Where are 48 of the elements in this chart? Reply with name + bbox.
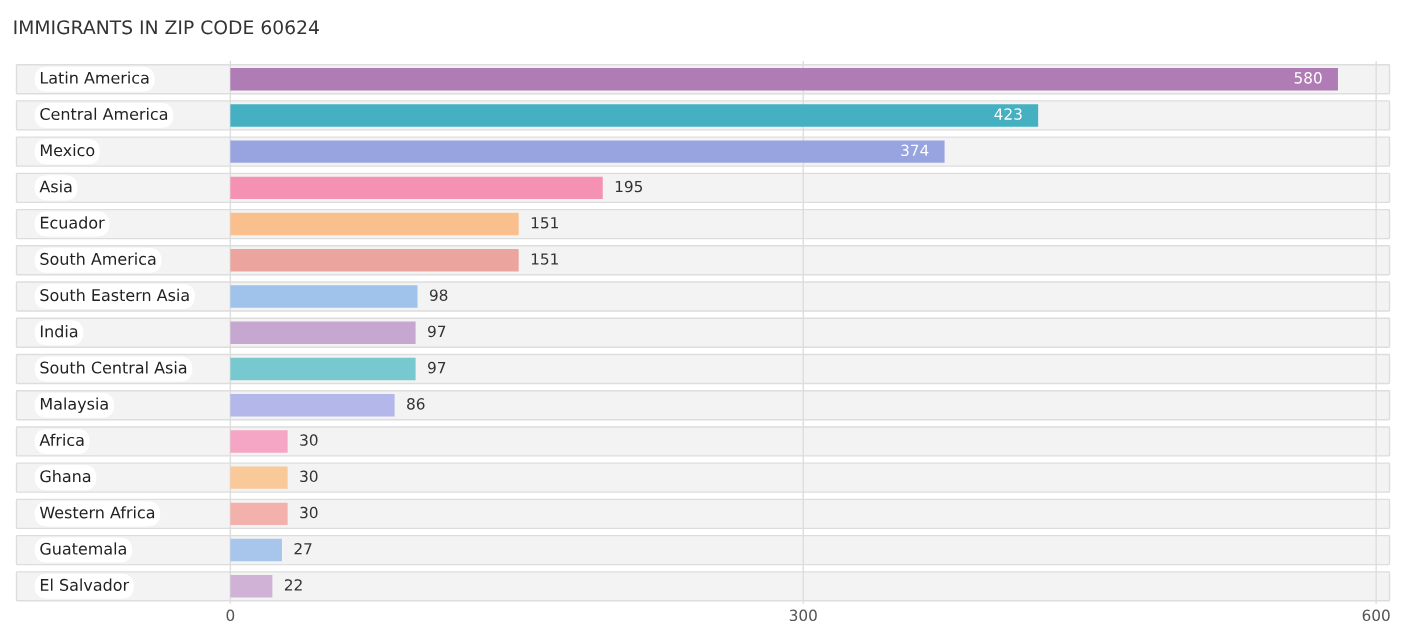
data-label: 423 — [994, 108, 1022, 120]
y-tick-label: Western Africa — [39, 506, 155, 519]
bar — [230, 357, 416, 381]
data-label: 97 — [428, 361, 446, 374]
data-label: 30 — [300, 506, 318, 519]
data-label: 86 — [407, 398, 425, 410]
y-tick-label: Ghana — [40, 469, 91, 483]
bar — [230, 430, 288, 453]
x-tick-label: 0 — [226, 609, 235, 622]
y-tick-label: India — [40, 325, 78, 338]
data-label: 98 — [429, 289, 448, 301]
data-label: 374 — [901, 144, 929, 157]
y-tick-label: Malaysia — [40, 397, 108, 413]
data-label: 27 — [294, 542, 312, 555]
data-label: 195 — [615, 180, 643, 193]
y-tick-label: El Salvador — [40, 578, 130, 591]
x-tick-label: 600 — [1362, 609, 1390, 622]
bar — [230, 104, 1039, 127]
data-label: 151 — [531, 253, 558, 265]
bar — [230, 249, 519, 272]
bar — [230, 212, 519, 236]
data-label: 97 — [428, 325, 446, 338]
data-label: 30 — [300, 470, 318, 483]
bar — [230, 321, 416, 344]
data-label: 22 — [284, 579, 302, 591]
bar — [230, 502, 288, 526]
x-tick-label: 300 — [789, 609, 817, 622]
y-tick-label: Guatemala — [40, 542, 126, 555]
y-tick-label: South Eastern Asia — [40, 288, 189, 302]
chart-title: IMMIGRANTS IN ZIP CODE 60624 — [14, 20, 319, 35]
y-tick-label: Latin America — [40, 71, 149, 84]
bar — [230, 285, 418, 308]
y-tick-label: Africa — [39, 433, 84, 447]
bar — [230, 176, 603, 200]
y-tick-label: Asia — [39, 180, 72, 193]
bar — [230, 140, 945, 163]
y-tick-label: South America — [40, 252, 156, 265]
bar — [230, 393, 395, 417]
y-tick-label: South Central Asia — [40, 361, 187, 374]
data-label: 580 — [1294, 72, 1322, 84]
y-tick-label: Central America — [40, 107, 168, 121]
data-label: 30 — [300, 434, 318, 446]
data-label: 151 — [531, 217, 558, 229]
y-tick-label: Mexico — [40, 143, 95, 157]
bar — [230, 538, 282, 562]
y-tick-label: Ecuador — [40, 216, 105, 229]
bar — [230, 466, 288, 489]
bar — [230, 575, 273, 598]
